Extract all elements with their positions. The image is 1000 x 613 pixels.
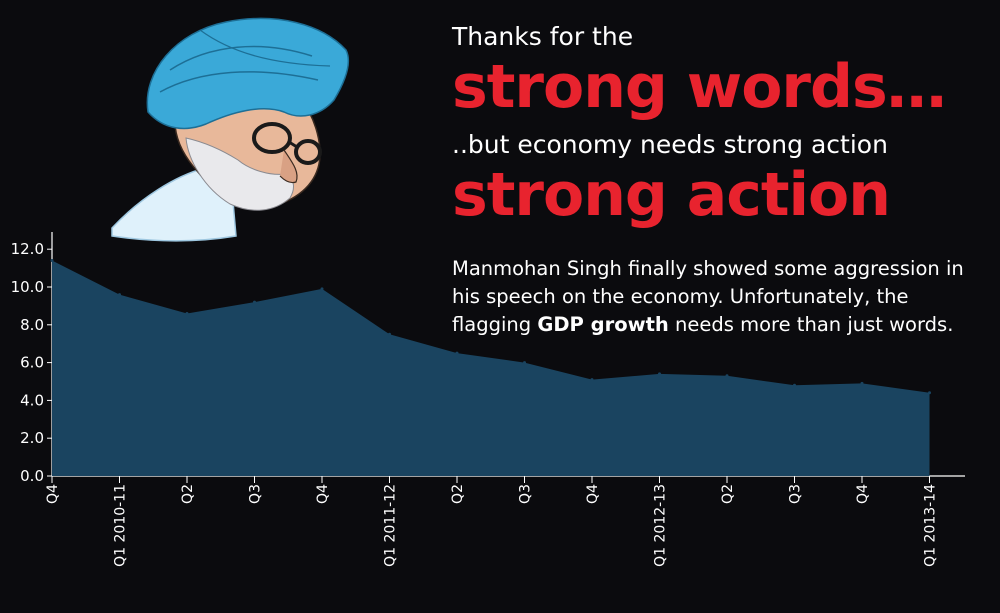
x-tick-label: Q1 2011-12 <box>383 484 399 567</box>
x-tick-label: Q3 <box>248 484 264 504</box>
headline-strong-action: strong action <box>452 160 891 230</box>
x-tick-label: Q4 <box>855 484 871 504</box>
headline-intro: Thanks for the <box>452 22 634 51</box>
data-point <box>253 300 256 304</box>
data-point <box>725 374 729 378</box>
x-tick-label: Q2 <box>450 484 466 504</box>
x-tick-label: Q1 2013-14 <box>923 484 939 567</box>
data-point <box>523 361 526 365</box>
x-tick-label: Q2 <box>180 484 196 504</box>
data-point <box>793 383 796 387</box>
x-tick-label: Q4 <box>45 484 61 504</box>
caricature-illustration <box>111 17 350 242</box>
x-tick-label: Q3 <box>788 484 804 504</box>
y-tick-label: 10.0 <box>11 278 44 296</box>
data-point <box>860 381 864 385</box>
data-point <box>455 351 459 355</box>
description-text: Manmohan Singh finally showed some aggre… <box>452 255 992 339</box>
data-point <box>658 372 661 376</box>
y-tick-label: 0.0 <box>20 467 44 485</box>
data-point <box>590 378 594 382</box>
y-tick-label: 8.0 <box>20 316 44 334</box>
y-tick-label: 2.0 <box>20 429 44 447</box>
y-tick-label: 12.0 <box>11 240 44 258</box>
data-point <box>185 312 189 315</box>
data-point <box>928 391 931 395</box>
data-point <box>320 287 324 291</box>
headline-subline: ..but economy needs strong action <box>452 130 888 159</box>
x-tick-label: Q4 <box>585 484 601 504</box>
headline-strong-words: strong words… <box>452 52 947 122</box>
description-part-1: Manmohan Singh finally showed some aggre… <box>452 257 964 336</box>
x-tick-label: Q4 <box>315 484 331 504</box>
x-tick-label: Q1 2010-11 <box>113 484 129 567</box>
data-point <box>50 259 54 262</box>
gdp-growth-area <box>52 260 930 476</box>
x-tick-label: Q1 2012-13 <box>653 484 669 567</box>
description-part-2: needs more than just words. <box>668 313 954 336</box>
x-tick-label: Q2 <box>720 484 736 504</box>
y-tick-label: 6.0 <box>20 354 44 372</box>
data-point <box>388 332 391 336</box>
data-point <box>118 293 121 297</box>
y-tick-label: 4.0 <box>20 391 44 409</box>
description-bold-gdp-growth: GDP growth <box>537 313 669 336</box>
x-tick-label: Q3 <box>518 484 534 504</box>
